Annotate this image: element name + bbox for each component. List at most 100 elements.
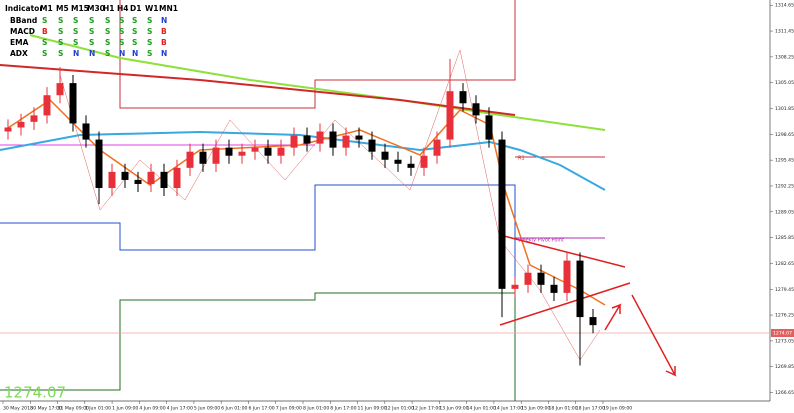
table-header: Indicator [5, 4, 43, 13]
y-tick-label: 1279.45 [775, 287, 794, 293]
signal-cell: N [89, 49, 95, 58]
candle-body [43, 95, 51, 116]
x-tick-label: 6 Jun 01:00 [221, 406, 247, 412]
annotation: Weekly Pivot Point [518, 238, 564, 244]
support-steps [0, 184, 516, 401]
arrow-down [631, 294, 677, 377]
table-header: M30 [87, 4, 105, 13]
x-tick-label: 12 Jun 17:00 [412, 406, 441, 412]
candle-body [329, 131, 337, 148]
signal-cell: B [161, 27, 167, 36]
x-tick-label: 5 Jun 09:00 [194, 406, 220, 412]
row-label: BBand [10, 16, 37, 25]
candle-body [303, 135, 311, 144]
candle-body [342, 135, 350, 148]
signal-cell: N [161, 16, 167, 25]
table-header: H1 [103, 4, 115, 13]
candle-body [550, 284, 558, 293]
candle-body [511, 284, 519, 289]
signal-cell: B [42, 27, 48, 36]
candle-body [407, 163, 415, 168]
candle-body [394, 159, 402, 164]
y-tick-label: 1305.05 [775, 80, 794, 86]
candle-body [433, 139, 441, 156]
candle-body [316, 131, 324, 144]
y-tick-label: 1295.45 [775, 158, 794, 164]
signal-cell: S [42, 49, 47, 58]
signal-cell: S [58, 49, 63, 58]
x-tick-label: 30 May 17:00 [30, 406, 62, 412]
signal-cell: N [73, 49, 79, 58]
candle-body [4, 127, 12, 132]
signal-cell: S [147, 16, 152, 25]
signal-cell: S [119, 38, 124, 47]
row-label: MACD [10, 27, 35, 36]
candle-body [69, 83, 77, 124]
big-price: 1274.07 [4, 384, 66, 402]
trendline-upper [499, 234, 626, 268]
long-ma [0, 64, 516, 116]
mid-ma [0, 130, 606, 191]
candle-body [459, 91, 467, 104]
candle-body [420, 155, 428, 168]
candle-body [563, 260, 571, 293]
candle-body [381, 151, 389, 160]
y-tick-label: 1266.65 [775, 390, 794, 396]
x-tick-label: 31 May 09:00 [58, 406, 90, 412]
price-tag-label: 1274.07 [773, 331, 792, 337]
y-tick-label: 1273.05 [775, 338, 794, 344]
candle-body [199, 151, 207, 164]
signal-cell: S [132, 16, 137, 25]
y-tick-label: 1292.25 [775, 183, 794, 189]
x-tick-label: 11 Jun 09:00 [358, 406, 387, 412]
candle-body [277, 147, 285, 156]
signal-cell: S [105, 27, 110, 36]
y-tick-label: 1311.45 [775, 29, 794, 35]
signal-cell: S [42, 38, 47, 47]
signal-cell: S [105, 16, 110, 25]
signal-cell: S [73, 16, 78, 25]
signal-cell: S [58, 16, 63, 25]
signal-cell: S [58, 27, 63, 36]
candle-body [147, 171, 155, 184]
table-header: M1 [40, 4, 53, 13]
table-header: W1 [145, 4, 159, 13]
candle-body [355, 135, 363, 140]
x-tick-label: 1 Jun 09:00 [112, 406, 138, 412]
candle-body [173, 167, 181, 188]
resistance-steps [119, 0, 516, 109]
signal-cell: S [73, 27, 78, 36]
x-tick-label: 18 Jun 17:00 [576, 406, 605, 412]
candle-body [121, 171, 129, 180]
candle-body [212, 147, 220, 164]
candle-body [17, 121, 25, 128]
x-tick-label: 14 Jun 01:00 [467, 406, 496, 412]
zigzag [59, 49, 601, 361]
signal-cell: N [132, 49, 138, 58]
x-tick-label: 18 Jun 01:00 [548, 406, 577, 412]
candle-body [251, 147, 259, 152]
fast-ema [4, 99, 606, 306]
candle-body [472, 103, 480, 116]
candle-body [537, 272, 545, 285]
annotation: R1 [518, 156, 525, 162]
candle-body [82, 123, 90, 140]
signal-cell: S [89, 27, 94, 36]
candle-body [30, 115, 38, 122]
x-tick-label: 14 Jun 17:00 [494, 406, 523, 412]
signal-cell: S [132, 38, 137, 47]
signal-cell: S [147, 27, 152, 36]
trendline-lower [499, 282, 631, 326]
x-tick-label: 4 Jun 17:00 [167, 406, 193, 412]
candle-body [95, 139, 103, 188]
signal-cell: S [119, 27, 124, 36]
x-tick-label: 19 Jun 09:00 [603, 406, 632, 412]
signal-cell: S [147, 38, 152, 47]
x-tick-label: 15 Jun 09:00 [521, 406, 550, 412]
candle-body [485, 115, 493, 140]
price-tag [771, 329, 794, 337]
